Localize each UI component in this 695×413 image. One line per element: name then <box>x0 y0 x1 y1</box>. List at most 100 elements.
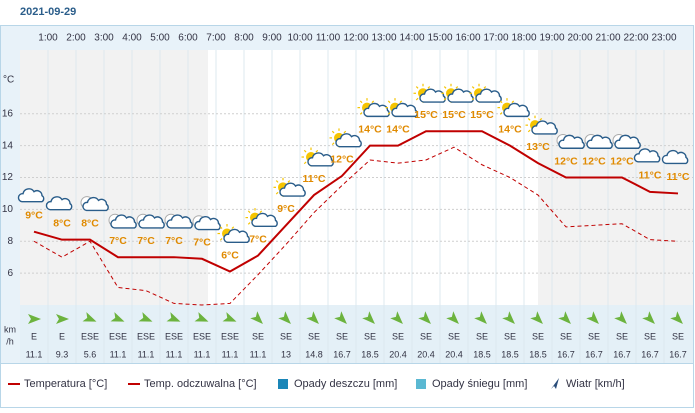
wind-speed: 11.1 <box>194 349 211 359</box>
hour-label: 8:00 <box>234 33 254 44</box>
wind-direction: SE <box>616 331 628 341</box>
wind-arrow <box>418 311 431 324</box>
hour-label: 21:00 <box>595 33 620 44</box>
wind-arrow-shape <box>222 312 237 322</box>
cloud-icon <box>279 182 306 197</box>
cloud-icon <box>45 196 73 211</box>
sun-ray <box>471 97 475 101</box>
temperature-label: 11°C <box>667 171 690 183</box>
sun-ray <box>539 118 543 121</box>
hour-label: 11:00 <box>316 33 341 44</box>
wind-arrow <box>390 311 403 324</box>
wind-direction: ESE <box>109 331 127 341</box>
sun-ray <box>287 180 291 183</box>
cloud-icon <box>661 149 689 165</box>
wind-arrow-shape <box>474 311 487 324</box>
cloud-icon <box>223 228 250 243</box>
temperature-label: 6°C <box>221 249 239 261</box>
legend-label: Opady śniegu [mm] <box>432 378 527 390</box>
legend-label: Temperatura [°C] <box>24 378 107 390</box>
cloud-icon <box>17 188 45 203</box>
hour-label: 17:00 <box>483 33 508 44</box>
hour-label: 19:00 <box>539 33 564 44</box>
wind-speed: 20.4 <box>445 349 463 359</box>
wind-arrow <box>362 311 375 324</box>
wind-arrow-shape <box>306 311 319 324</box>
wind-direction: SE <box>280 331 292 341</box>
wind-arrow-shape <box>278 311 291 324</box>
wind-direction: SE <box>392 331 404 341</box>
sun-ray <box>259 210 263 214</box>
wind-direction: E <box>31 331 37 341</box>
wind-speed: 11.1 <box>166 349 183 359</box>
wind-direction: SE <box>532 331 544 341</box>
sun-ray <box>275 180 279 183</box>
sun-ray <box>511 100 515 104</box>
wind-speed: 11.1 <box>26 349 43 359</box>
temperature-label: 11°C <box>639 170 662 182</box>
axis-strip <box>1 26 20 363</box>
wind-arrow <box>446 311 459 324</box>
wind-speed: 18.5 <box>501 349 519 359</box>
wind-arrow <box>250 311 263 324</box>
wind-arrow-shape <box>82 312 97 322</box>
cloud-icon <box>558 134 585 149</box>
temperature-line <box>33 130 679 273</box>
legend-label: Temp. odczuwalna [°C] <box>144 378 257 390</box>
wind-arrow-shape <box>586 311 599 324</box>
wind-arrow-shape <box>250 311 263 324</box>
wind-arrow-shape <box>502 311 515 324</box>
legend-swatch <box>416 379 426 389</box>
wind-arrow-shape <box>110 312 125 322</box>
wind-direction: SE <box>364 331 376 341</box>
temperature-label: 8°C <box>53 217 71 229</box>
wind-direction: SE <box>560 331 572 341</box>
temperature-label: 11°C <box>303 173 326 185</box>
sun-ray <box>427 86 431 89</box>
sun-ray <box>359 112 363 115</box>
sun-ray <box>483 86 487 89</box>
temperature-label: 14°C <box>498 123 522 135</box>
hour-label: 15:00 <box>427 33 452 44</box>
wind-speed: 16.7 <box>613 349 631 359</box>
wind-arrow <box>110 312 125 322</box>
wind-speed: 16.7 <box>333 349 351 359</box>
sun-ray <box>527 118 531 121</box>
cloud-icon <box>307 152 334 167</box>
y-tick-label: 12 <box>2 172 14 183</box>
sun-ray <box>331 142 335 146</box>
wind-arrow <box>138 312 153 322</box>
wind-arrow <box>306 311 319 324</box>
wind-speed: 18.5 <box>473 349 491 359</box>
wind-arrow <box>222 312 237 322</box>
wind-direction: SE <box>308 331 320 341</box>
temperature-label: 7°C <box>165 235 183 247</box>
wind-arrow-shape <box>362 311 375 324</box>
hour-label: 18:00 <box>511 33 536 44</box>
temperature-line <box>33 146 679 306</box>
wind-arrow <box>530 311 543 324</box>
wind-direction: SE <box>504 331 516 341</box>
hour-label: 6:00 <box>178 33 198 44</box>
wind-direction: ESE <box>221 331 239 341</box>
cloud-icon <box>614 134 641 149</box>
hour-label: 13:00 <box>371 33 396 44</box>
temperature-label: 9°C <box>277 203 295 215</box>
temperature-label: 7°C <box>249 233 267 245</box>
hour-label: 7:00 <box>206 33 226 44</box>
sun-ray <box>527 129 531 133</box>
temperature-label: 14°C <box>386 123 410 135</box>
sun-ray <box>499 112 503 115</box>
hour-label: 1:00 <box>38 33 58 44</box>
wind-speed: 16.7 <box>641 349 659 359</box>
wind-arrow-shape <box>446 311 459 324</box>
wind-direction: SE <box>448 331 460 341</box>
temperature-label: 7°C <box>137 235 155 247</box>
sun-ray <box>499 100 503 104</box>
wind-direction: SE <box>252 331 264 341</box>
hour-label: 22:00 <box>623 33 648 44</box>
wind-arrow <box>586 311 599 324</box>
wind-direction: SE <box>644 331 656 341</box>
wind-unit: /h <box>6 336 14 346</box>
y-tick-label: 8 <box>7 236 13 247</box>
